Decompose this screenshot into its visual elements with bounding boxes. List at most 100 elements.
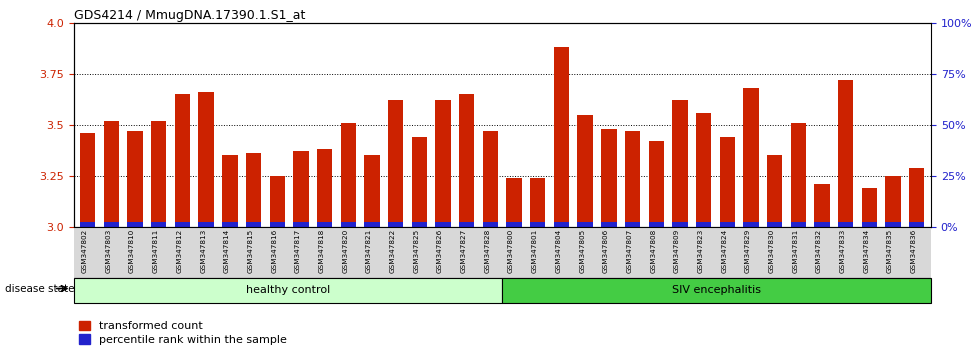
Bar [127,222,143,227]
Text: GSM347836: GSM347836 [910,229,916,273]
Bar [696,222,711,227]
Text: GSM347816: GSM347816 [271,229,277,273]
Bar [151,222,167,227]
Bar [601,222,616,227]
Text: GSM347834: GSM347834 [863,229,869,273]
Text: GSM347809: GSM347809 [674,229,680,273]
Bar [317,149,332,227]
Text: GSM347835: GSM347835 [887,229,893,273]
Text: GSM347818: GSM347818 [318,229,324,273]
Text: GSM347831: GSM347831 [793,229,799,273]
Bar [743,222,759,227]
Text: GSM347833: GSM347833 [840,229,846,273]
Bar [861,222,877,227]
Bar [459,222,474,227]
Bar [601,129,616,227]
Bar [365,222,379,227]
Bar [435,222,451,227]
Text: GSM347825: GSM347825 [414,229,419,273]
Bar [530,222,546,227]
Bar [885,176,901,227]
Bar [554,222,569,227]
Bar [80,222,95,227]
Bar [270,176,285,227]
Bar [341,123,356,227]
Bar [719,137,735,227]
Text: GSM347821: GSM347821 [366,229,372,273]
Text: GSM347812: GSM347812 [176,229,182,273]
Text: GSM347815: GSM347815 [248,229,254,273]
Bar [483,131,498,227]
Bar [791,222,806,227]
Bar [222,222,237,227]
Text: GSM347811: GSM347811 [153,229,159,273]
Bar [507,178,521,227]
Text: GSM347830: GSM347830 [768,229,774,273]
Bar [74,278,502,303]
Bar [317,222,332,227]
Bar [577,222,593,227]
Bar [909,167,924,227]
Bar [483,222,498,227]
Bar [696,113,711,227]
Bar [104,121,120,227]
Bar [502,278,931,303]
Bar [293,151,309,227]
Text: GSM347826: GSM347826 [437,229,443,273]
Bar [672,222,688,227]
Bar [222,155,237,227]
Text: GSM347808: GSM347808 [650,229,657,273]
Text: GSM347810: GSM347810 [129,229,135,273]
Bar [127,131,143,227]
Bar [341,222,356,227]
Bar [246,222,262,227]
Bar [104,222,120,227]
Bar [649,222,663,227]
Bar [719,222,735,227]
Text: GSM347823: GSM347823 [698,229,704,273]
Text: SIV encephalitis: SIV encephalitis [672,285,761,295]
Bar [459,94,474,227]
Text: GSM347832: GSM347832 [816,229,822,273]
Text: GSM347817: GSM347817 [295,229,301,273]
Bar [530,178,546,227]
Bar [199,92,214,227]
Text: GSM347801: GSM347801 [532,229,538,273]
Bar [199,222,214,227]
Bar [909,222,924,227]
Text: disease state: disease state [5,284,74,293]
Text: GDS4214 / MmugDNA.17390.1.S1_at: GDS4214 / MmugDNA.17390.1.S1_at [74,9,305,22]
Text: GSM347805: GSM347805 [579,229,585,273]
Bar [293,222,309,227]
Bar [814,222,830,227]
Text: GSM347827: GSM347827 [461,229,466,273]
Text: GSM347820: GSM347820 [342,229,348,273]
Text: GSM347814: GSM347814 [223,229,230,273]
Text: GSM347829: GSM347829 [745,229,751,273]
Bar [791,123,806,227]
Text: GSM347802: GSM347802 [81,229,88,273]
Bar [412,222,427,227]
Text: GSM347800: GSM347800 [508,229,514,273]
Bar [625,222,640,227]
Text: GSM347828: GSM347828 [484,229,490,273]
Bar [838,222,854,227]
Bar [412,137,427,227]
Text: GSM347824: GSM347824 [721,229,727,273]
Bar [649,141,663,227]
Bar [388,101,404,227]
Bar [743,88,759,227]
Bar [246,153,262,227]
Bar [174,222,190,227]
Text: healthy control: healthy control [246,285,330,295]
Bar [577,115,593,227]
Bar [767,222,782,227]
Bar [507,222,521,227]
Text: GSM347822: GSM347822 [390,229,396,273]
Bar [767,155,782,227]
Bar [814,184,830,227]
Bar [388,222,404,227]
Text: GSM347804: GSM347804 [556,229,562,273]
Bar [435,101,451,227]
Bar [885,222,901,227]
